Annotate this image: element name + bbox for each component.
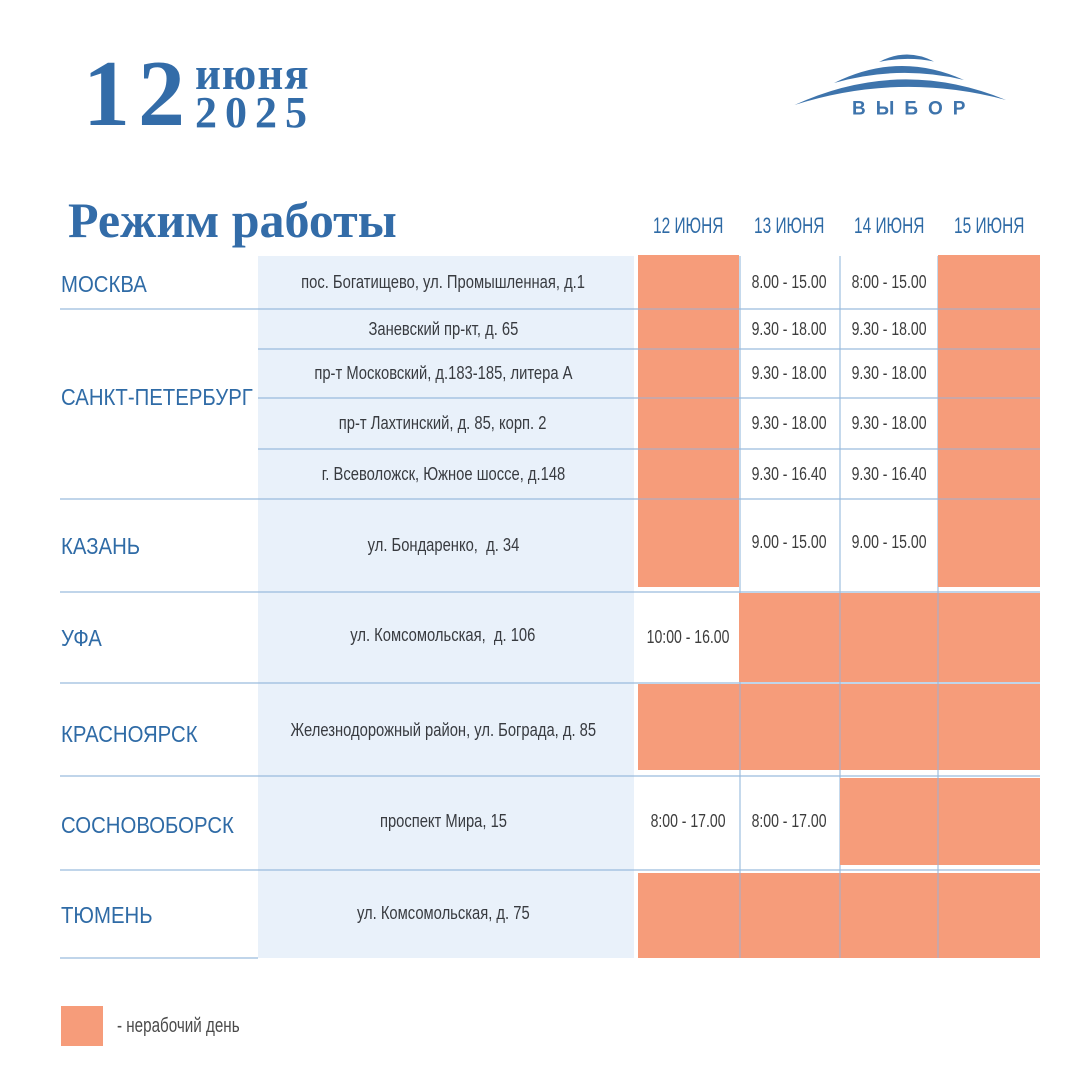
svg-text:ВЫБОР: ВЫБОР xyxy=(852,99,975,120)
